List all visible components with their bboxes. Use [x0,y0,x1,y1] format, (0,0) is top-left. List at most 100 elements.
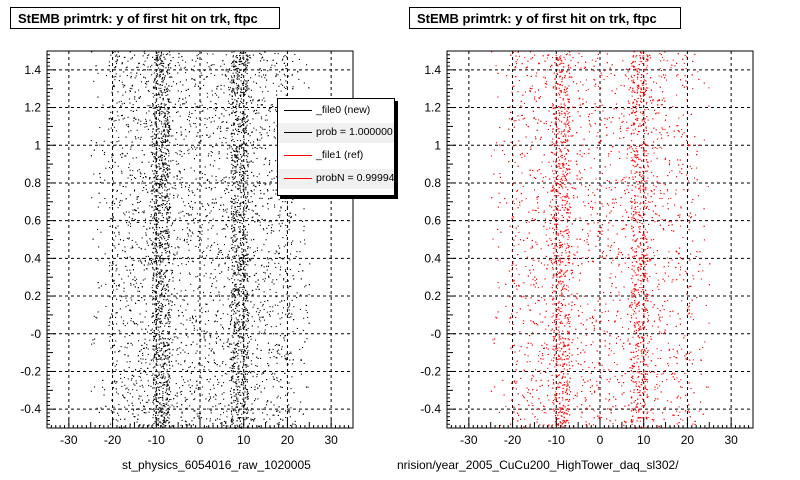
left-point [154,374,156,376]
left-point [283,86,285,88]
left-point [153,260,155,262]
left-point [158,371,160,373]
left-point [237,330,239,332]
left-point [161,199,163,201]
left-point [172,135,174,137]
left-point [126,400,128,402]
left-point [244,387,246,389]
left-point [162,152,164,154]
left-point [139,313,141,315]
left-point [195,83,197,85]
left-point [233,325,235,327]
left-point [164,196,166,198]
left-point [118,284,120,286]
left-point [255,365,257,367]
left-point [269,306,271,308]
left-point [199,297,201,299]
left-point [145,86,147,88]
left-point [233,141,235,143]
left-point [162,81,164,83]
left-point [235,167,237,169]
left-point [243,149,245,151]
left-point [144,77,146,79]
left-point [163,346,165,348]
left-point [245,150,247,152]
left-point [230,237,232,239]
left-point [232,332,234,334]
left-point [168,150,170,152]
left-point [289,304,291,306]
left-point [112,305,114,307]
left-point [152,336,154,338]
left-point [167,173,169,175]
left-point [167,318,169,320]
left-point [226,410,228,412]
left-point [121,200,123,202]
left-point [169,414,171,416]
left-point [157,268,159,270]
left-point [243,315,245,317]
left-point [162,411,164,413]
left-point [115,312,117,314]
left-point [282,258,284,260]
left-point [201,110,203,112]
left-point [231,304,233,306]
left-point [160,326,162,328]
left-point [154,58,156,60]
left-point [157,414,159,416]
left-point [240,244,242,246]
left-point [160,70,162,72]
left-point [128,411,130,413]
left-point [116,189,118,191]
left-point [288,305,290,307]
left-point [140,124,142,126]
left-point [256,383,258,385]
left-point [129,194,131,196]
left-point [222,220,224,222]
left-point [201,233,203,235]
left-point [168,313,170,315]
left-point [245,384,247,386]
left-point [269,111,271,113]
left-point [121,103,123,105]
left-point [143,347,145,349]
left-point [200,239,202,241]
left-point [155,87,157,89]
left-point [305,309,307,311]
left-point [200,185,202,187]
left-point [151,199,153,201]
left-point [146,112,148,114]
left-point [140,73,142,75]
left-point [197,105,199,107]
left-point [245,197,247,199]
left-point [166,393,168,395]
left-point [231,65,233,67]
left-point [243,308,245,310]
left-point [127,322,129,324]
left-point [192,233,194,235]
left-point [230,411,232,413]
left-point [278,422,280,424]
left-point [246,142,248,144]
left-point [176,178,178,180]
left-point [113,232,115,234]
left-point [258,184,260,186]
left-point [157,54,159,56]
left-point [167,394,169,396]
left-point [256,109,258,111]
left-point [206,303,208,305]
left-point [235,289,237,291]
left-point [168,160,170,162]
left-point [269,418,271,420]
left-point [135,157,137,159]
left-point [248,62,250,64]
left-point [233,211,235,213]
left-point [163,368,165,370]
left-point [161,94,163,96]
left-point [263,266,265,268]
left-point [218,295,220,297]
left-point [243,303,245,305]
left-point [266,189,268,191]
left-point [201,364,203,366]
left-point [166,90,168,92]
